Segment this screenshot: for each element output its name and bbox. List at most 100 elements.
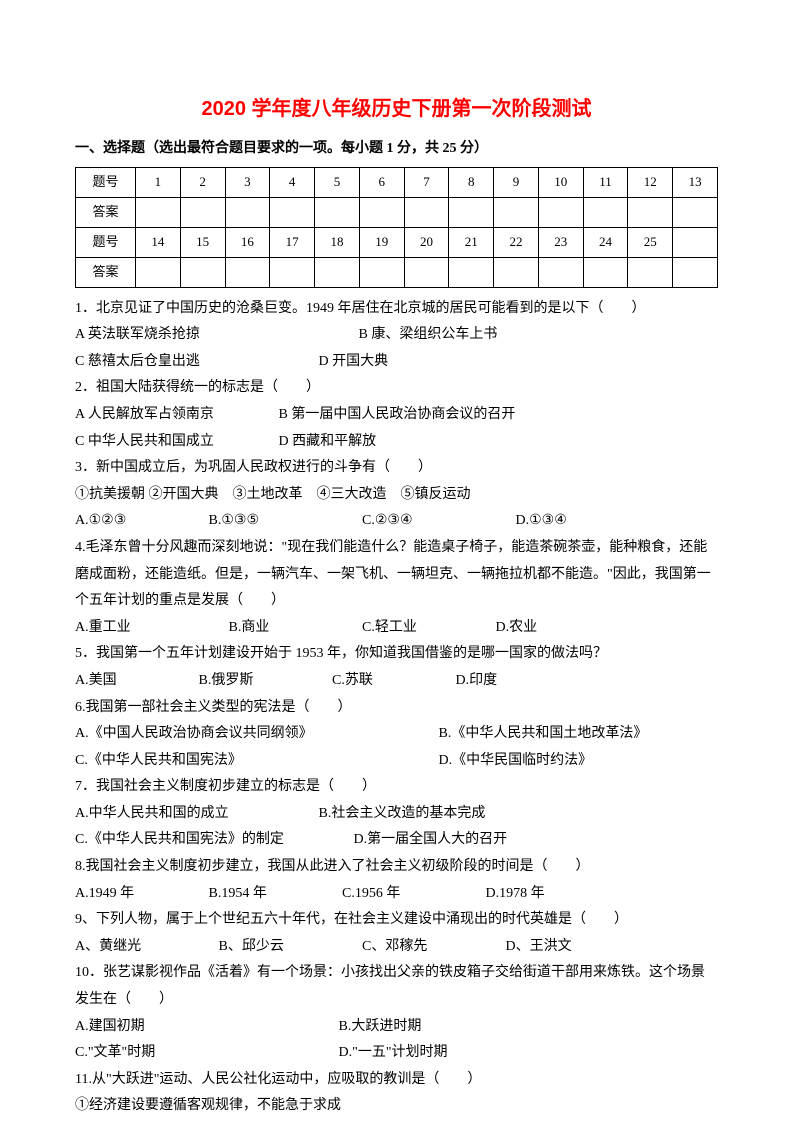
table-cell: 19 xyxy=(359,227,404,257)
option-c: C.②③④ xyxy=(362,508,512,535)
option-c: C.《中华人民共和国宪法》的制定 xyxy=(75,827,350,854)
answer-table: 题号 1 2 3 4 5 6 7 8 9 10 11 12 13 答案 题号 1… xyxy=(75,167,718,288)
table-cell: 20 xyxy=(404,227,449,257)
option-a: A.重工业 xyxy=(75,615,225,642)
table-cell: 23 xyxy=(538,227,583,257)
row-label: 答案 xyxy=(76,257,136,287)
question-9: 9、下列人物，属于上个世纪五六十年代，在社会主义建设中涌现出的时代英雄是（ ） xyxy=(75,907,718,934)
option-b: B.①③⑤ xyxy=(209,508,359,535)
q2-options: A 人民解放军占领南京 B 第一届中国人民政治协商会议的召开 xyxy=(75,402,718,429)
q6-options2: C.《中华人民共和国宪法》 D.《中华民国临时约法》 xyxy=(75,748,718,775)
table-cell: 4 xyxy=(270,167,315,197)
option-b: B.俄罗斯 xyxy=(199,668,329,695)
q7-options2: C.《中华人民共和国宪法》的制定 D.第一届全国人大的召开 xyxy=(75,827,718,854)
row-label: 题号 xyxy=(76,167,136,197)
q3-items: ①抗美援朝 ②开国大典 ③土地改革 ④三大改造 ⑤镇反运动 xyxy=(75,482,718,509)
option-d: D 开国大典 xyxy=(319,354,389,369)
option-c: C.《中华人民共和国宪法》 xyxy=(75,748,435,775)
option-a: A.美国 xyxy=(75,668,195,695)
table-cell: 1 xyxy=(136,167,181,197)
q4-options: A.重工业 B.商业 C.轻工业 D.农业 xyxy=(75,615,718,642)
option-d: D 西藏和平解放 xyxy=(279,434,377,449)
option-d: D.第一届全国人大的召开 xyxy=(354,832,508,847)
table-cell: 2 xyxy=(180,167,225,197)
table-cell: 24 xyxy=(583,227,628,257)
option-b: B 康、梁组织公车上书 xyxy=(359,327,498,342)
q9-options: A、黄继光 B、邱少云 C、邓稼先 D、王洪文 xyxy=(75,934,718,961)
option-a: A.中华人民共和国的成立 xyxy=(75,801,315,828)
table-cell: 14 xyxy=(136,227,181,257)
option-b: B、邱少云 xyxy=(219,934,359,961)
option-a: A.1949 年 xyxy=(75,881,205,908)
option-c: C 慈禧太后仓皇出逃 xyxy=(75,349,315,376)
table-cell: 11 xyxy=(583,167,628,197)
option-c: C 中华人民共和国成立 xyxy=(75,429,275,456)
option-a: A.建国初期 xyxy=(75,1014,335,1041)
table-row: 答案 xyxy=(76,257,718,287)
option-a: A.《中国人民政治协商会议共同纲领》 xyxy=(75,721,435,748)
table-row: 答案 xyxy=(76,197,718,227)
option-b: B.大跃进时期 xyxy=(339,1019,422,1034)
option-b: B.社会主义改造的基本完成 xyxy=(319,806,486,821)
option-a: A 人民解放军占领南京 xyxy=(75,402,275,429)
question-1: 1．北京见证了中国历史的沧桑巨变。1949 年居住在北京城的居民可能看到的是以下… xyxy=(75,296,718,323)
option-d: D.1978 年 xyxy=(486,886,545,901)
table-cell: 17 xyxy=(270,227,315,257)
option-a: A、黄继光 xyxy=(75,934,215,961)
question-8: 8.我国社会主义制度初步建立，我国从此进入了社会主义初级阶段的时间是（ ） xyxy=(75,854,718,881)
table-cell: 9 xyxy=(494,167,539,197)
q6-options: A.《中国人民政治协商会议共同纲领》 B.《中华人民共和国土地改革法》 xyxy=(75,721,718,748)
section-header: 一、选择题（选出最符合题目要求的一项。每小题 1 分，共 25 分） xyxy=(75,136,718,163)
q8-options: A.1949 年 B.1954 年 C.1956 年 D.1978 年 xyxy=(75,881,718,908)
q1-options: A 英法联军烧杀抢掠 B 康、梁组织公车上书 xyxy=(75,322,718,349)
option-d: D、王洪文 xyxy=(506,939,572,954)
q1-options2: C 慈禧太后仓皇出逃 D 开国大典 xyxy=(75,349,718,376)
q7-options: A.中华人民共和国的成立 B.社会主义改造的基本完成 xyxy=(75,801,718,828)
option-a: A 英法联军烧杀抢掠 xyxy=(75,322,355,349)
option-d: D.印度 xyxy=(456,673,498,688)
table-row: 题号 1 2 3 4 5 6 7 8 9 10 11 12 13 xyxy=(76,167,718,197)
table-cell: 15 xyxy=(180,227,225,257)
table-cell: 16 xyxy=(225,227,270,257)
q2-options2: C 中华人民共和国成立 D 西藏和平解放 xyxy=(75,429,718,456)
table-cell xyxy=(136,197,181,227)
question-7: 7．我国社会主义制度初步建立的标志是（ ） xyxy=(75,774,718,801)
q10-options: A.建国初期 B.大跃进时期 xyxy=(75,1014,718,1041)
question-6: 6.我国第一部社会主义类型的宪法是（ ） xyxy=(75,695,718,722)
option-b: B.商业 xyxy=(229,615,359,642)
table-row: 题号 14 15 16 17 18 19 20 21 22 23 24 25 xyxy=(76,227,718,257)
table-cell: 18 xyxy=(315,227,360,257)
option-c: C.苏联 xyxy=(332,668,452,695)
table-cell: 10 xyxy=(538,167,583,197)
question-4: 4.毛泽东曾十分风趣而深刻地说："现在我们能造什么？能造桌子椅子，能造茶碗茶壶，… xyxy=(75,535,718,615)
table-cell xyxy=(673,227,718,257)
option-d: D.《中华民国临时约法》 xyxy=(439,753,593,768)
table-cell: 25 xyxy=(628,227,673,257)
option-c: C."文革"时期 xyxy=(75,1040,335,1067)
option-c: C.轻工业 xyxy=(362,615,492,642)
q11-item1: ①经济建设要遵循客观规律，不能急于求成 xyxy=(75,1093,718,1120)
question-5: 5．我国第一个五年计划建设开始于 1953 年，你知道我国借鉴的是哪一国家的做法… xyxy=(75,641,718,668)
option-d: D."一五"计划时期 xyxy=(339,1045,448,1060)
table-cell: 8 xyxy=(449,167,494,197)
question-3: 3．新中国成立后，为巩固人民政权进行的斗争有（ ） xyxy=(75,455,718,482)
option-a: A.①②③ xyxy=(75,508,205,535)
document-title: 2020 学年度八年级历史下册第一次阶段测试 xyxy=(75,90,718,128)
table-cell: 21 xyxy=(449,227,494,257)
question-2: 2．祖国大陆获得统一的标志是（ ） xyxy=(75,375,718,402)
option-b: B.《中华人民共和国土地改革法》 xyxy=(439,726,648,741)
table-cell: 22 xyxy=(494,227,539,257)
q5-options: A.美国 B.俄罗斯 C.苏联 D.印度 xyxy=(75,668,718,695)
q3-options: A.①②③ B.①③⑤ C.②③④ D.①③④ xyxy=(75,508,718,535)
table-cell: 6 xyxy=(359,167,404,197)
option-d: D.农业 xyxy=(496,620,538,635)
option-b: B.1954 年 xyxy=(209,881,339,908)
table-cell: 12 xyxy=(628,167,673,197)
q10-options2: C."文革"时期 D."一五"计划时期 xyxy=(75,1040,718,1067)
option-c: C、邓稼先 xyxy=(362,934,502,961)
table-cell: 7 xyxy=(404,167,449,197)
table-cell: 5 xyxy=(315,167,360,197)
option-b: B 第一届中国人民政治协商会议的召开 xyxy=(279,407,516,422)
question-11: 11.从"大跃进"运动、人民公社化运动中，应吸取的教训是（ ） xyxy=(75,1067,718,1094)
row-label: 答案 xyxy=(76,197,136,227)
